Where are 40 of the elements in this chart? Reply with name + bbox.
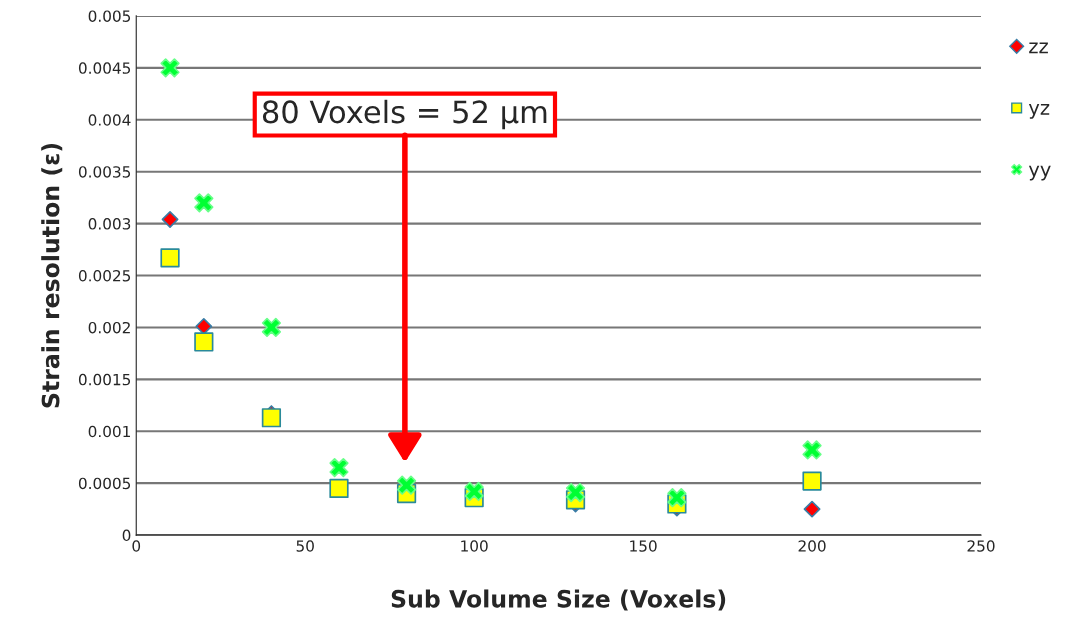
legend-label: yy xyxy=(1028,165,1051,181)
x-tick-label: 150 xyxy=(630,540,657,552)
point xyxy=(802,440,822,460)
point xyxy=(329,478,349,498)
point xyxy=(803,500,821,518)
y-tick-label: 0.002 xyxy=(88,321,130,334)
legend-label: zz xyxy=(1029,42,1048,54)
point xyxy=(464,481,484,502)
point xyxy=(194,193,214,213)
point xyxy=(261,408,282,428)
y-tick-label: 0.0005 xyxy=(78,477,131,490)
y-tick-label: 0.001 xyxy=(88,425,130,438)
y-tick-label: 0.003 xyxy=(88,218,131,230)
annotation: 80 Voxels = 52 µm xyxy=(262,99,547,130)
y-tick-label: 0.0045 xyxy=(78,62,131,74)
point xyxy=(396,475,417,495)
point xyxy=(802,471,822,491)
y-tick-label: 0.0035 xyxy=(78,166,131,178)
x-axis-title: Sub Volume Size (Voxels) xyxy=(391,589,726,611)
y-tick-label: 0.004 xyxy=(88,114,131,126)
point xyxy=(161,210,179,228)
x-tick-label: 50 xyxy=(296,540,314,552)
y-tick-label: 0 xyxy=(122,529,131,542)
y-tick-label: 0.0025 xyxy=(78,269,131,282)
point xyxy=(329,457,349,478)
y-tick-label: 0.005 xyxy=(88,10,131,22)
point xyxy=(194,332,214,352)
point xyxy=(160,248,180,268)
y-axis-title: Strain resolution (ε) xyxy=(41,143,63,408)
point xyxy=(565,482,586,503)
legend-label: yz xyxy=(1028,104,1050,119)
point xyxy=(667,488,687,508)
x-tick-label: 250 xyxy=(967,540,995,552)
point xyxy=(195,317,213,335)
x-tick-label: 200 xyxy=(798,540,826,552)
x-tick-label: 0 xyxy=(132,540,141,552)
point xyxy=(160,58,180,78)
point xyxy=(261,317,282,338)
y-tick-label: 0.0015 xyxy=(78,373,131,386)
x-tick-label: 100 xyxy=(461,540,488,552)
